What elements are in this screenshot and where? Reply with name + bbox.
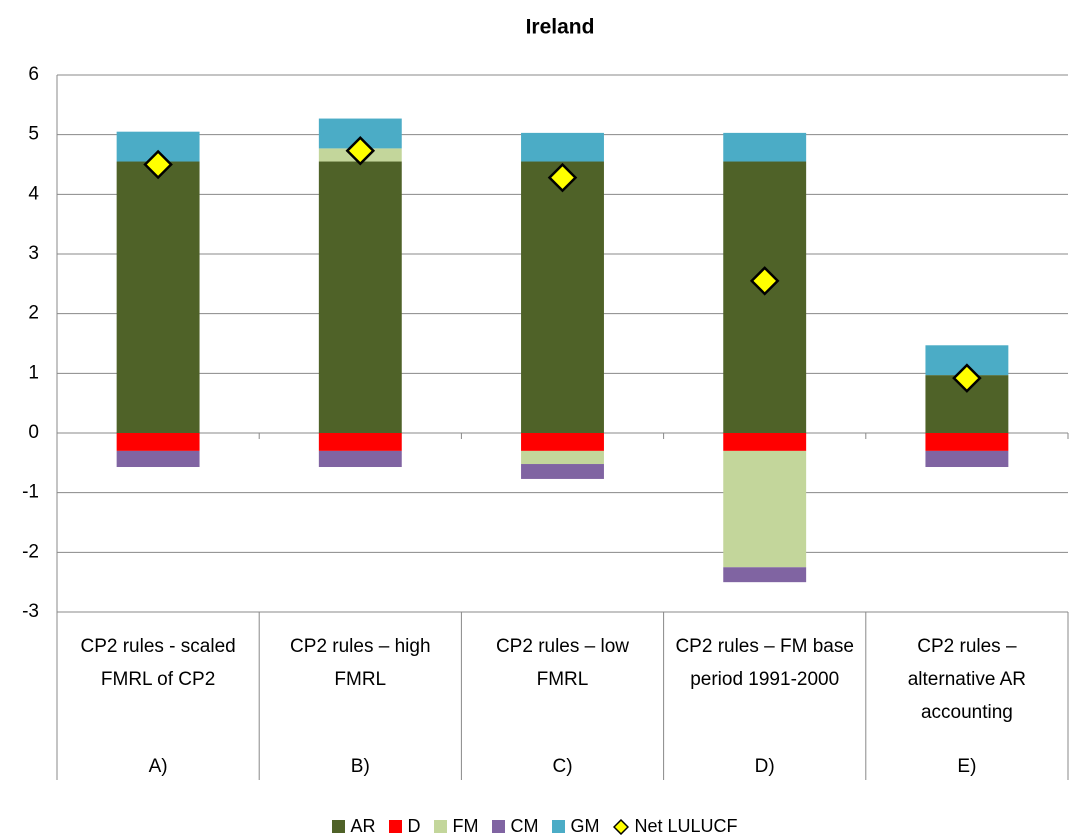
- legend-label: FM: [452, 816, 479, 836]
- legend-swatch: [389, 820, 403, 833]
- category-description: CP2 rules – FM base period 1991-2000: [675, 636, 854, 690]
- legend-swatch: [552, 820, 566, 833]
- bar-segment: [318, 161, 402, 433]
- bar-segment: [521, 450, 604, 465]
- legend: AR D FM CM GM Net LULUCF: [0, 816, 1070, 837]
- bar-segment: [521, 161, 604, 433]
- y-tick-label: -3: [22, 601, 39, 622]
- bar-segment: [925, 433, 1009, 451]
- y-tick-label: 2: [28, 303, 39, 324]
- y-tick-label: 6: [28, 64, 39, 85]
- bar-segment: [521, 132, 604, 162]
- category-description: CP2 rules - scaled FMRL of CP2: [80, 636, 236, 690]
- legend-item: D: [389, 816, 420, 837]
- bar-segment: [116, 161, 200, 433]
- category-description: CP2 rules – high FMRL: [290, 636, 431, 690]
- net-marker: [345, 136, 376, 166]
- legend-label: CM: [510, 816, 539, 836]
- y-tick-label: 4: [28, 183, 39, 204]
- y-tick-label: 5: [28, 124, 39, 145]
- y-tick-label: 1: [28, 362, 39, 383]
- x-tick-label: A): [149, 756, 168, 777]
- legend-item: GM: [552, 816, 599, 837]
- x-tick-label: C): [552, 756, 572, 777]
- legend-swatch: [332, 820, 346, 833]
- y-tick-label: 0: [28, 422, 39, 443]
- x-tick-label: E): [957, 756, 976, 777]
- bar-segment: [521, 433, 604, 451]
- net-marker: [547, 162, 578, 193]
- legend-item: FM: [434, 816, 478, 837]
- legend-swatch: [613, 818, 630, 835]
- bar-segment: [723, 567, 807, 583]
- legend-item: Net LULUCF: [613, 816, 738, 837]
- legend-label: AR: [350, 816, 376, 836]
- legend-swatch: [492, 820, 506, 833]
- net-marker: [143, 149, 173, 180]
- bar-segment: [723, 433, 807, 451]
- bar-segment: [723, 132, 807, 162]
- bar-segment: [116, 433, 200, 451]
- net-marker: [952, 363, 982, 393]
- bar-segment: [723, 450, 807, 568]
- y-tick-label: -1: [22, 482, 39, 503]
- legend-item: AR: [332, 816, 375, 837]
- bar-segment: [318, 450, 402, 468]
- bar-segment: [116, 450, 200, 468]
- legend-label: GM: [570, 816, 600, 836]
- x-tick-label: B): [351, 756, 370, 777]
- category-description: CP2 rules – low FMRL: [495, 636, 630, 690]
- y-tick-label: 3: [28, 243, 39, 264]
- bar-segment: [521, 464, 604, 479]
- legend-swatch: [434, 820, 448, 833]
- legend-label: Net LULUCF: [634, 816, 738, 836]
- bar-segment: [723, 161, 807, 433]
- legend-item: CM: [492, 816, 538, 837]
- chart-title: Ireland: [526, 16, 595, 39]
- bar-segment: [318, 433, 402, 451]
- legend-label: D: [407, 816, 421, 836]
- net-marker: [749, 266, 780, 296]
- x-tick-label: D): [755, 756, 775, 777]
- bar-segment: [925, 450, 1009, 468]
- y-tick-label: -2: [22, 541, 39, 562]
- category-description: CP2 rules – alternative AR accounting: [907, 636, 1027, 723]
